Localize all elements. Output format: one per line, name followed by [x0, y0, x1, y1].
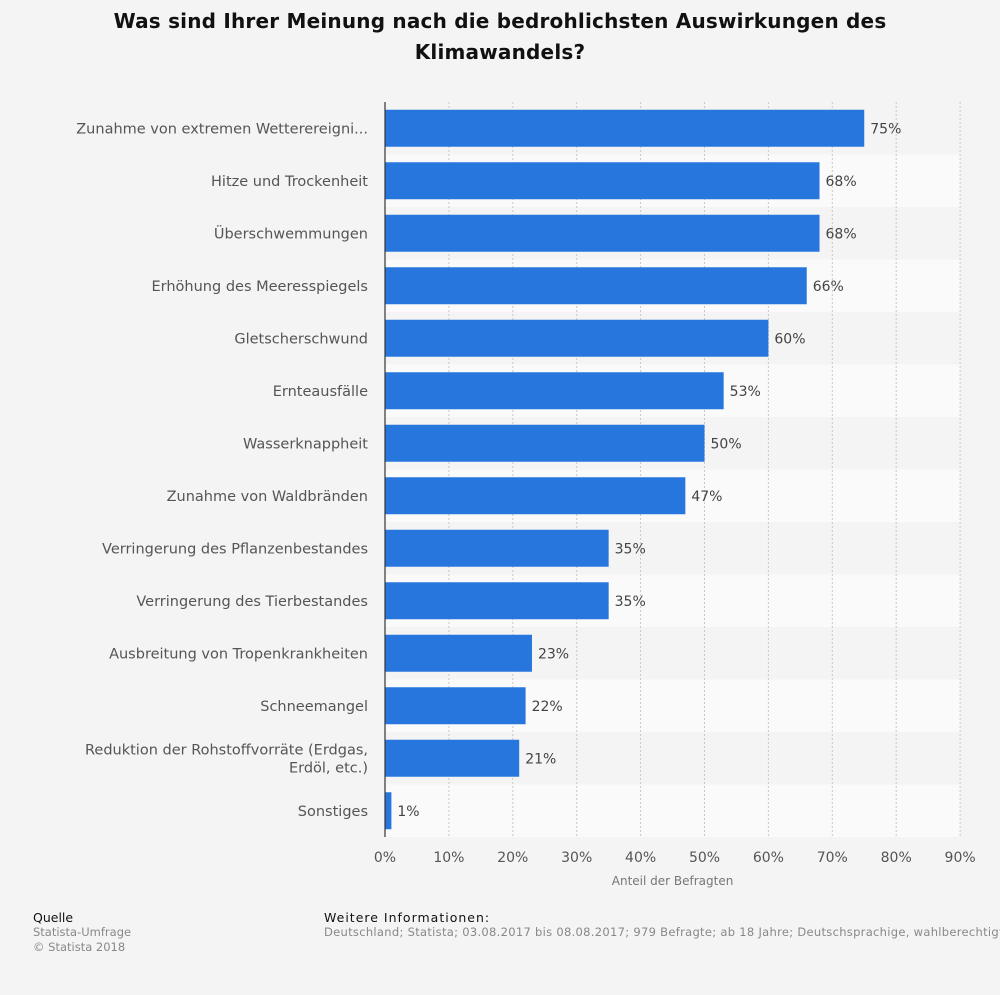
bar	[385, 477, 686, 515]
row-band	[385, 784, 961, 837]
value-label: 75%	[870, 121, 901, 137]
category-label: Zunahme von extremen Wetterereigni...	[76, 121, 368, 137]
category-label: Verringerung des Pflanzenbestandes	[102, 541, 368, 557]
info-text: Deutschland; Statista; 03.08.2017 bis 08…	[324, 925, 1000, 939]
category-label: Gletscherschwund	[234, 331, 368, 347]
value-label: 68%	[826, 226, 857, 242]
bar	[385, 529, 609, 567]
bar	[385, 109, 865, 147]
category-label: Reduktion der Rohstoffvorräte (Erdgas,	[85, 742, 368, 758]
value-label: 23%	[538, 646, 569, 662]
category-label: Ernteausfälle	[273, 384, 368, 400]
source-line-survey: Statista-Umfrage	[33, 925, 132, 939]
x-tick-label: 90%	[945, 850, 976, 866]
x-tick-label: 70%	[817, 850, 848, 866]
bar	[385, 162, 820, 200]
category-label: Erhöhung des Meeresspiegels	[152, 279, 369, 295]
category-label: Wasserknappheit	[243, 436, 368, 452]
bar	[385, 687, 526, 725]
bar	[385, 267, 807, 305]
category-label: Schneemangel	[260, 699, 368, 715]
source-block: Quelle Statista-Umfrage © Statista 2018	[33, 910, 131, 955]
bar	[385, 424, 705, 462]
category-label: Hitze und Trockenheit	[211, 174, 368, 190]
bar	[385, 634, 532, 672]
value-label: 68%	[826, 174, 857, 190]
chart-title: Was sind Ihrer Meinung nach die bedrohli…	[113, 9, 887, 64]
category-label: Sonstiges	[298, 804, 368, 820]
bar	[385, 214, 820, 252]
x-tick-label: 30%	[561, 850, 592, 866]
source-line-copyright: © Statista 2018	[33, 940, 126, 954]
x-tick-label: 20%	[497, 850, 528, 866]
category-label: Zunahme von Waldbränden	[167, 489, 368, 505]
value-label: 50%	[711, 436, 742, 452]
bar	[385, 372, 724, 410]
x-axis-title: Anteil der Befragten	[612, 874, 734, 888]
value-label: 35%	[615, 594, 646, 610]
info-heading: Weitere Informationen:	[324, 910, 491, 925]
value-label: 47%	[691, 489, 722, 505]
x-tick-label: 0%	[374, 850, 396, 866]
bar	[385, 319, 769, 357]
value-label: 53%	[730, 384, 761, 400]
category-label: Verringerung des Tierbestandes	[136, 594, 368, 610]
value-label: 66%	[813, 279, 844, 295]
value-label: 35%	[615, 541, 646, 557]
x-tick-label: 60%	[753, 850, 784, 866]
category-label: Erdöl, etc.)	[289, 760, 368, 776]
x-tick-label: 50%	[689, 850, 720, 866]
bar-chart: 75% Zunahme von extremen Wetterereigni...…	[76, 102, 976, 888]
x-tick-label: 80%	[881, 850, 912, 866]
bar	[385, 739, 520, 777]
x-tick-label: 10%	[433, 850, 464, 866]
source-heading: Quelle	[33, 910, 74, 925]
value-label: 22%	[532, 699, 563, 715]
x-tick-label: 40%	[625, 850, 656, 866]
value-label: 60%	[774, 331, 805, 347]
category-label: Ausbreitung von Tropenkrankheiten	[109, 646, 368, 662]
value-label: 1%	[397, 804, 419, 820]
bar	[385, 792, 392, 830]
bar	[385, 582, 609, 620]
category-label: Überschwemmungen	[214, 224, 368, 242]
value-label: 21%	[525, 751, 556, 767]
info-block: Weitere Informationen: Deutschland; Stat…	[324, 910, 1000, 940]
